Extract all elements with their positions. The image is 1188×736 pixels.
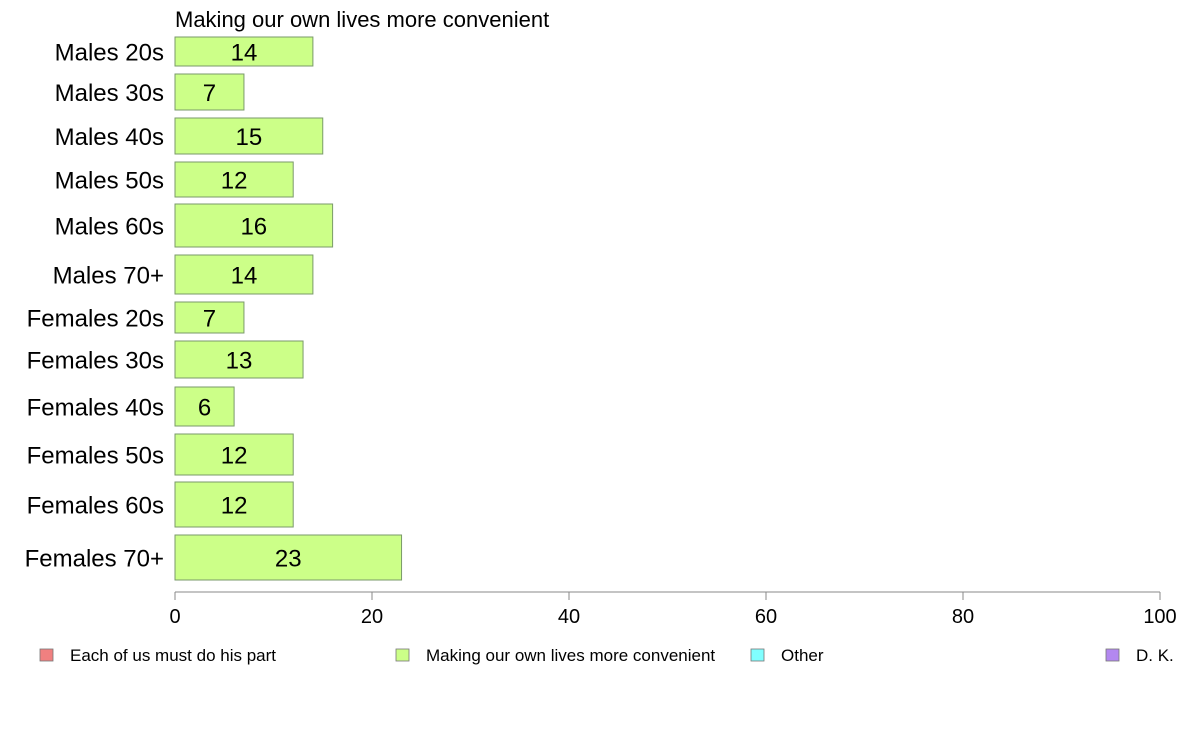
category-label: Males 20s — [55, 40, 164, 67]
legend-label: Making our own lives more convenient — [426, 646, 715, 665]
category-label: Females 50s — [27, 443, 164, 470]
bar-value-label: 13 — [226, 348, 253, 375]
bar — [174, 254, 314, 295]
x-tick-label: 20 — [361, 606, 383, 628]
category-label: Females 40s — [27, 395, 164, 422]
legend-swatch — [395, 648, 410, 662]
bar — [174, 534, 403, 581]
bar — [174, 73, 245, 111]
bar — [174, 203, 334, 248]
bars-layer: Males 20s 14 Males 30s 7 Males 40s 15 Males 50… — [25, 36, 403, 581]
bar-value-label: 7 — [203, 306, 216, 333]
legend-swatch — [39, 648, 54, 662]
x-tick-label: 40 — [558, 606, 580, 628]
category-label: Males 40s — [55, 124, 164, 151]
bar-value-label: 14 — [231, 263, 258, 290]
category-label: Males 30s — [55, 80, 164, 107]
bar-value-label: 12 — [221, 168, 248, 195]
category-label: Females 20s — [27, 306, 164, 333]
bar-value-label: 12 — [221, 493, 248, 520]
bar-value-label: 16 — [240, 214, 267, 241]
legend-label: D. K. — [1136, 646, 1174, 665]
bar — [174, 433, 294, 476]
category-label: Females 70+ — [25, 546, 164, 573]
bar-value-label: 15 — [236, 124, 263, 151]
x-tick-label: 100 — [1143, 606, 1176, 628]
bar — [174, 36, 314, 67]
legend-swatch — [1105, 648, 1120, 662]
x-tick-label: 0 — [169, 606, 180, 628]
legend: Each of us must do his part Making our ow… — [39, 646, 1174, 665]
bar — [174, 386, 235, 427]
chart-title: Making our own lives more convenient — [175, 7, 549, 32]
legend-swatch — [750, 648, 765, 662]
bar — [174, 301, 245, 334]
bar-value-label: 7 — [203, 80, 216, 107]
category-label: Females 30s — [27, 348, 164, 375]
x-tick-label: 60 — [755, 606, 777, 628]
bar — [174, 340, 304, 379]
category-label: Females 60s — [27, 493, 164, 520]
x-axis: 0 20 40 60 80 100 — [169, 591, 1177, 628]
category-label: Males 50s — [55, 168, 164, 195]
bar-value-label: 12 — [221, 443, 248, 470]
bar — [174, 481, 294, 528]
bar-value-label: 14 — [231, 40, 258, 67]
x-tick-label: 80 — [952, 606, 974, 628]
category-label: Males 60s — [55, 214, 164, 241]
bar-value-label: 23 — [275, 546, 302, 573]
bar-value-label: 6 — [198, 395, 211, 422]
category-label: Males 70+ — [53, 263, 164, 290]
bar — [174, 117, 324, 155]
bar — [174, 161, 294, 198]
legend-label: Each of us must do his part — [70, 646, 276, 665]
legend-label: Other — [781, 646, 824, 665]
